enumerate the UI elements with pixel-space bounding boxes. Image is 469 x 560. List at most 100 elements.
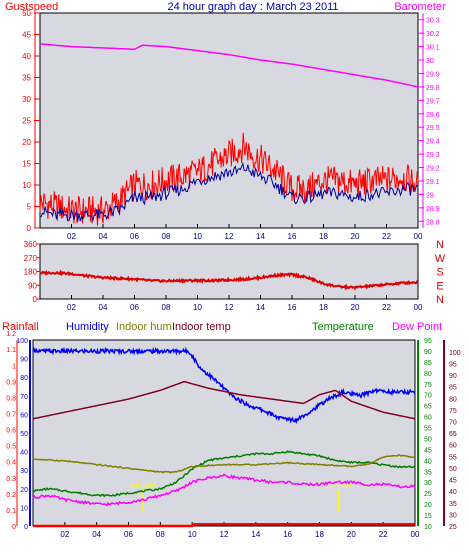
baro-axis-tick-label: 29.8 (426, 85, 440, 92)
wind-panel-x-tick-label: 04 (99, 232, 108, 241)
dew-point-tick-label: 35 (449, 501, 457, 508)
humidity-tick-label: 90 (20, 357, 28, 364)
series-temperature-line (32, 450, 416, 498)
legend-indoor-temp: Indoor temp (172, 321, 231, 333)
temperature-tick-label: 60 (424, 415, 432, 422)
temp-panel-x-tick-label: 10 (188, 530, 197, 539)
rainfall-tick-label: 0.5 (6, 444, 16, 451)
baro-axis-tick-label: 29 (426, 192, 434, 199)
winddir-panel-x-tick-label: 04 (99, 303, 108, 312)
temp-panel-x-tick-label: 06 (124, 530, 133, 539)
humidity-tick-label: 0 (24, 524, 28, 531)
rainfall-tick-label: 0.1 (6, 508, 16, 515)
compass-label: W (435, 253, 446, 265)
dew-point-tick-label: 90 (449, 373, 457, 380)
compass-label: E (436, 280, 443, 292)
humidity-tick-label: 100 (16, 338, 28, 345)
humidity-tick-label: 50 (20, 431, 28, 438)
winddir-panel-x-tick-label: 06 (130, 303, 139, 312)
winddir-panel-x-tick-label: 18 (319, 303, 328, 312)
series-wind-line (39, 162, 419, 223)
legend-indoor-hum: Indoor hum (116, 321, 172, 333)
temperature-tick-label: 55 (424, 426, 432, 433)
winddir-axis-tick-label: 360 (24, 240, 38, 249)
dew-point-tick-label: 65 (449, 431, 457, 438)
rainfall-tick-label: 0.8 (6, 395, 16, 402)
humidity-tick-label: 30 (20, 468, 28, 475)
gust-axis-tick-label: 25 (22, 117, 31, 126)
sunrise-label: Sun Rise (129, 483, 158, 490)
temperature-tick-label: 80 (424, 371, 432, 378)
temp-panel-x-tick-label: 08 (156, 530, 165, 539)
dew-point-tick-label: 95 (449, 361, 457, 368)
baro-axis-tick-label: 30 (426, 58, 434, 65)
baro-axis-tick-label: 28.8 (426, 219, 440, 226)
temp-panel-x-tick-label: 22 (379, 530, 388, 539)
compass-label: S (436, 267, 443, 279)
series-indoor_temp-line (32, 380, 416, 420)
dew-point-tick-label: 50 (449, 466, 457, 473)
series-dew_point-line (32, 473, 416, 507)
temp-panel-x-tick-label: 14 (251, 530, 260, 539)
temperature-tick-label: 25 (424, 491, 432, 498)
baro-axis-tick-label: 29.4 (426, 139, 440, 146)
rainfall-tick-label: 0.3 (6, 476, 16, 483)
winddir-axis-tick-label: 90 (28, 281, 37, 290)
gust-axis-tick-label: 5 (27, 203, 32, 212)
baro-axis-tick-label: 29.1 (426, 179, 440, 186)
dew-point-tick-label: 45 (449, 478, 457, 485)
baro-axis-tick-label: 29.9 (426, 71, 440, 78)
rainfall-tick-label: 1 (12, 363, 16, 370)
winddir-panel-x-tick-label: 08 (162, 303, 171, 312)
series-winddir-line (39, 269, 419, 291)
gust-axis-tick-label: 40 (22, 52, 31, 61)
temp-panel-plot (32, 339, 416, 527)
wind-panel-x-tick-label: 20 (351, 232, 360, 241)
baro-axis-tick-label: 29.6 (426, 112, 440, 119)
wind-panel-x-tick-label: 08 (162, 232, 171, 241)
compass-label: N (436, 239, 444, 251)
humidity-tick-label: 20 (20, 487, 28, 494)
winddir-panel-x-tick-label: 00 (414, 303, 423, 312)
dew-point-tick-label: 100 (449, 350, 461, 357)
winddir-panel-x-tick-label: 12 (225, 303, 234, 312)
humidity-tick-label: 40 (20, 450, 28, 457)
legend-rainfall: Rainfall (2, 321, 39, 333)
temperature-tick-label: 50 (424, 436, 432, 443)
wind-panel-x-tick-label: 00 (414, 232, 423, 241)
dew-point-tick-label: 85 (449, 385, 457, 392)
temperature-tick-label: 85 (424, 360, 432, 367)
temperature-tick-label: 15 (424, 513, 432, 520)
gust-axis-label: Gustspeed (5, 1, 58, 13)
gust-axis-tick-label: 10 (22, 181, 31, 190)
compass-label: N (436, 294, 444, 306)
temperature-tick-label: 40 (424, 458, 432, 465)
temperature-tick-label: 45 (424, 447, 432, 454)
temperature-tick-label: 20 (424, 502, 432, 509)
series-indoor_hum-line (32, 454, 415, 474)
winddir-panel-x-tick-label: 16 (288, 303, 297, 312)
temp-panel-x-tick-label: 18 (315, 530, 324, 539)
legend-dew-point: Dew Point (392, 321, 442, 333)
gust-axis-tick-label: 20 (22, 138, 31, 147)
temp-panel-x-tick-label: 04 (92, 530, 101, 539)
temperature-tick-label: 65 (424, 404, 432, 411)
winddir-panel-x-tick-label: 14 (256, 303, 265, 312)
wind-panel-x-tick-label: 02 (67, 232, 76, 241)
wind-panel-x-tick-label: 12 (225, 232, 234, 241)
series-humidity-line (32, 346, 416, 425)
wind-panel-x-tick-label: 14 (256, 232, 265, 241)
baro-axis-tick-label: 30.1 (426, 45, 440, 52)
winddir-panel-plot (39, 243, 419, 300)
temp-panel-x-tick-label: 20 (347, 530, 356, 539)
gust-axis-tick-label: 35 (22, 74, 31, 83)
rainfall-tick-label: 1.2 (6, 331, 16, 338)
temperature-tick-label: 95 (424, 338, 432, 345)
series-rainfall-line (33, 523, 415, 528)
series-gust-line (39, 132, 419, 226)
wind-panel-x-tick-label: 18 (319, 232, 328, 241)
winddir-panel-x-tick-label: 20 (351, 303, 360, 312)
rainfall-tick-label: 0 (12, 524, 16, 531)
